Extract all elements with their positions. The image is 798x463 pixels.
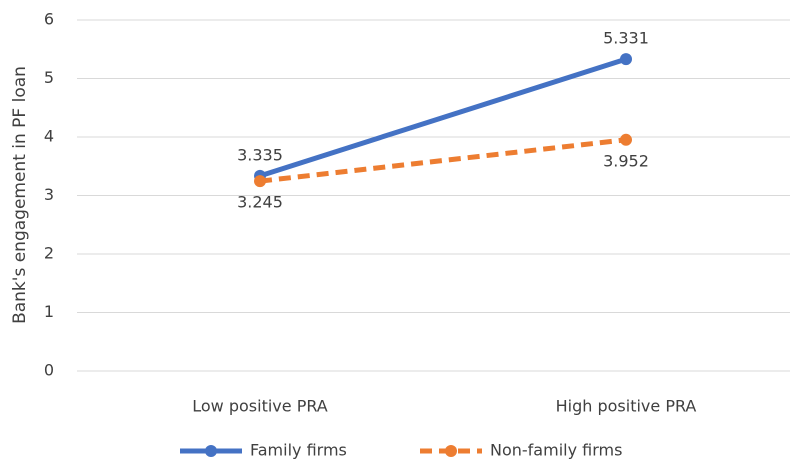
- data-label: 5.331: [603, 29, 649, 48]
- data-label: 3.952: [603, 151, 649, 170]
- data-label: 3.245: [237, 193, 283, 212]
- legend-marker: [205, 445, 217, 457]
- y-tick-label: 0: [44, 361, 54, 380]
- point: [254, 175, 266, 188]
- point: [620, 133, 632, 146]
- legend-marker: [445, 445, 457, 457]
- y-axis-label: Bank's engagement in PF loan: [10, 66, 30, 324]
- data-label: 3.335: [237, 145, 283, 164]
- y-tick-label: 6: [44, 10, 54, 29]
- y-tick-label: 1: [44, 302, 54, 321]
- x-tick-label: High positive PRA: [556, 397, 697, 416]
- y-tick-label: 5: [44, 68, 54, 87]
- x-tick-label: Low positive PRA: [192, 397, 328, 416]
- legend-label: Non-family firms: [490, 441, 622, 460]
- y-tick-label: 4: [44, 127, 54, 146]
- y-tick-label: 3: [44, 185, 54, 204]
- series-line: [259, 56, 627, 179]
- y-tick-label: 2: [44, 244, 54, 263]
- point: [620, 53, 632, 66]
- series-line: [259, 137, 627, 184]
- legend-label: Family firms: [250, 441, 347, 460]
